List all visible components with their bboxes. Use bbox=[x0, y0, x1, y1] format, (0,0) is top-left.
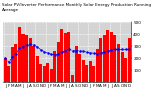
Text: Solar PV/Inverter Performance Monthly Solar Energy Production Running Average: Solar PV/Inverter Performance Monthly So… bbox=[2, 3, 151, 12]
Bar bbox=[78, 54, 81, 82]
Bar bbox=[57, 42, 60, 82]
Bar bbox=[124, 58, 127, 82]
Bar bbox=[120, 52, 124, 82]
Bar bbox=[50, 69, 53, 82]
Bar bbox=[21, 34, 24, 82]
Bar bbox=[113, 35, 116, 82]
Bar bbox=[85, 65, 88, 82]
Bar bbox=[71, 75, 74, 82]
Bar bbox=[25, 35, 28, 82]
Bar bbox=[92, 66, 95, 82]
Bar bbox=[99, 38, 102, 82]
Bar bbox=[18, 27, 21, 82]
Bar bbox=[4, 58, 7, 82]
Bar bbox=[96, 49, 99, 82]
Bar bbox=[43, 66, 46, 82]
Bar bbox=[11, 47, 14, 82]
Bar bbox=[89, 61, 92, 82]
Bar bbox=[110, 32, 113, 82]
Bar bbox=[36, 56, 39, 82]
Bar bbox=[68, 32, 70, 82]
Bar bbox=[14, 44, 17, 82]
Bar bbox=[106, 30, 109, 82]
Bar bbox=[128, 38, 131, 82]
Bar bbox=[39, 64, 42, 82]
Bar bbox=[7, 66, 10, 82]
Bar bbox=[46, 63, 49, 82]
Bar bbox=[32, 46, 35, 82]
Bar bbox=[82, 60, 85, 82]
Bar bbox=[75, 46, 78, 82]
Bar bbox=[29, 38, 32, 82]
Bar bbox=[53, 51, 56, 82]
Bar bbox=[117, 44, 120, 82]
Bar bbox=[103, 35, 106, 82]
Bar bbox=[64, 33, 67, 82]
Bar bbox=[60, 29, 63, 82]
